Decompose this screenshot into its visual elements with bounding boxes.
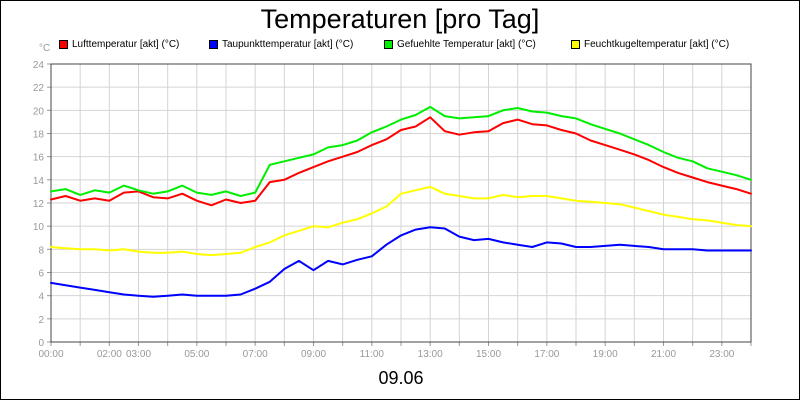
y-tick-label: 8: [38, 245, 44, 256]
x-tick-label: 03:00: [126, 349, 151, 360]
legend-item-feels-like: Gefuehlte Temperatur [akt] (°C): [384, 39, 536, 50]
y-axis-unit: °C: [39, 43, 51, 54]
legend-item-air-temp: Lufttemperatur [akt] (°C): [59, 39, 179, 50]
plot-border: [50, 63, 752, 343]
y-tick-label: 2: [38, 315, 44, 326]
y-tick-label: 6: [38, 269, 44, 280]
y-tick-label: 20: [33, 106, 45, 117]
series-wet-bulb-line: [50, 185, 752, 257]
legend-swatch-feels-like: [384, 40, 393, 49]
x-tick-label: 11:00: [360, 349, 385, 360]
legend-label-air-temp: Lufttemperatur [akt] (°C): [72, 39, 180, 50]
y-tick-label: 16: [33, 153, 45, 164]
x-tick-label: 23:00: [709, 349, 734, 360]
y-tick-label: 14: [33, 176, 45, 187]
x-tick-label: 02:00: [97, 349, 122, 360]
y-tick-label: 12: [33, 199, 45, 210]
series-air-temp-line: [50, 116, 752, 207]
legend-label-feels-like: Gefuehlte Temperatur [akt] (°C): [397, 39, 536, 50]
x-tick-label: 09:00: [301, 349, 326, 360]
legend-swatch-wet-bulb: [571, 40, 580, 49]
legend-swatch-air-temp: [59, 40, 68, 49]
legend-label-wet-bulb: Feuchtkugeltemperatur [akt] (°C): [584, 39, 730, 50]
y-tick-label: 22: [33, 83, 45, 94]
x-tick-label: 21:00: [651, 349, 676, 360]
legend-label-dewpoint: Taupunkttemperatur [akt] (°C): [222, 39, 354, 50]
date-label: 09.06: [378, 368, 424, 388]
legend-item-wet-bulb: Feuchtkugeltemperatur [akt] (°C): [571, 39, 729, 50]
x-tick-label: 13:00: [418, 349, 443, 360]
y-tick-label: 24: [33, 60, 45, 71]
legend-item-dewpoint: Taupunkttemperatur [akt] (°C): [209, 39, 353, 50]
x-tick-label: 07:00: [243, 349, 268, 360]
chart-title: Temperaturen [pro Tag]: [260, 4, 540, 34]
y-tick-label: 18: [33, 130, 45, 141]
x-tick-label: 19:00: [593, 349, 618, 360]
series-dewpoint-line: [50, 226, 752, 298]
x-tick-label: 05:00: [184, 349, 209, 360]
x-tick-label: 17:00: [534, 349, 559, 360]
y-tick-label: 10: [33, 222, 45, 233]
x-tick-label: 00:00: [38, 349, 63, 360]
y-tick-label: 0: [38, 338, 44, 349]
legend-swatch-dewpoint: [209, 40, 218, 49]
series-feels-like-line: [50, 105, 752, 197]
y-tick-label: 4: [38, 292, 44, 303]
x-tick-label: 15:00: [476, 349, 501, 360]
